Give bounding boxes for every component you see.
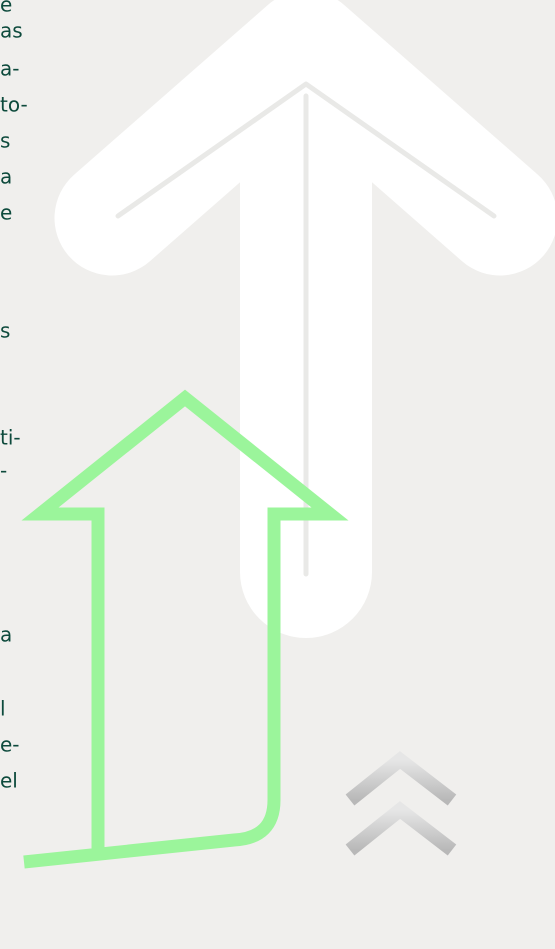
text-fragment: e xyxy=(0,0,12,17)
text-fragment: a- xyxy=(0,57,19,81)
text-fragment: a xyxy=(0,623,12,647)
text-fragment: s xyxy=(0,129,10,153)
page: easa-to-saesti--ale-el (() => { const da… xyxy=(0,0,555,949)
text-fragment: a xyxy=(0,165,12,189)
text-fragment: e xyxy=(0,201,12,225)
text-fragment: to- xyxy=(0,93,28,117)
text-fragment: e- xyxy=(0,733,20,757)
text-fragment: s xyxy=(0,319,10,343)
text-fragment: - xyxy=(0,459,7,483)
text-fragment: el xyxy=(0,769,18,793)
text-fragment: as xyxy=(0,19,23,43)
gray-double-arrow xyxy=(350,760,452,945)
text-fragment: l xyxy=(0,697,6,721)
text-fragment: ti- xyxy=(0,426,21,450)
screenshot: easa-to-saesti--ale-el xyxy=(0,0,555,949)
